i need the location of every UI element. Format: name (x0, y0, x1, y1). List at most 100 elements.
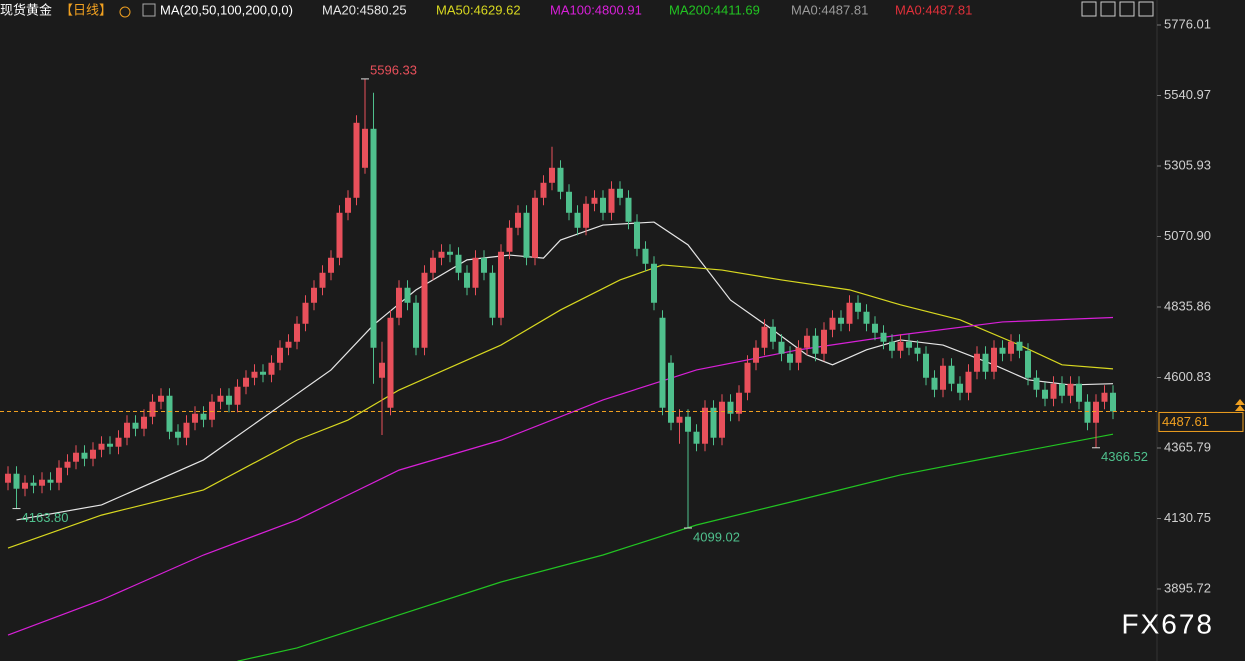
candle-body (804, 335, 810, 348)
candle-body (761, 326, 768, 348)
y-tick-label: 5540.97 (1164, 87, 1211, 102)
candle-body (200, 413, 207, 420)
candle-body (489, 272, 496, 318)
candle-body (931, 377, 938, 390)
tool-button[interactable] (1119, 1, 1135, 17)
candle-body (498, 251, 504, 318)
candle-body (430, 257, 436, 273)
last-price-box (1158, 411, 1244, 432)
legend-entry: MA20:4580.25 (322, 2, 407, 17)
candle-body (30, 482, 37, 486)
candle-body (651, 263, 657, 303)
extreme-label: 5596.33 (370, 62, 417, 77)
candle-body (396, 287, 402, 318)
candle-body (260, 371, 266, 375)
candle-body (642, 248, 649, 264)
candle-body (472, 257, 479, 288)
candle-body (591, 197, 598, 204)
candle-body (1059, 383, 1065, 396)
period: 【日线】 (60, 2, 112, 17)
y-tick-label: 4365.79 (1164, 439, 1211, 454)
candle-body (863, 311, 870, 324)
candle-body (183, 422, 190, 438)
candle-body (770, 326, 776, 342)
y-tick-label: 5305.93 (1164, 157, 1211, 172)
candle-body (285, 341, 292, 348)
chart-title: 现货黄金 (0, 2, 52, 17)
ma-line (237, 433, 1114, 661)
candle-body (872, 323, 878, 333)
candle-body (965, 371, 972, 393)
candle-body (81, 452, 88, 459)
candle-body (141, 416, 147, 429)
legend-entry: MA50:4629.62 (436, 2, 521, 17)
candle-body (209, 401, 215, 420)
candle-body (294, 323, 300, 342)
candle-body (855, 302, 861, 312)
candle-body (226, 395, 232, 405)
candle-body (838, 317, 844, 324)
candle-body (217, 395, 224, 402)
candle-body (999, 347, 1006, 354)
indicator-icon[interactable] (142, 3, 156, 17)
candle-body (693, 431, 700, 444)
last-price-label: 4487.61 (1162, 414, 1209, 429)
candle-body (991, 347, 997, 372)
candle-body (625, 197, 632, 222)
candle-body (1016, 341, 1023, 351)
candle-body (175, 431, 181, 438)
candle-body (753, 347, 759, 363)
candle-body (540, 182, 547, 198)
candle-body (1050, 383, 1057, 399)
candle-body (107, 443, 113, 447)
candle-body (421, 272, 428, 348)
ma-line (16, 221, 1114, 521)
candle-body (447, 251, 453, 255)
candle-body (685, 416, 691, 432)
legend-entry: MA0:4487.81 (895, 2, 972, 17)
tool-button[interactable] (1081, 1, 1097, 17)
candle-body (438, 251, 445, 258)
candle-body (710, 407, 717, 438)
candle-body (56, 467, 62, 483)
indicator: MA(20,50,100,200,0,0) (160, 2, 293, 17)
add-icon[interactable] (119, 6, 131, 18)
candle-body (974, 353, 980, 372)
candle-body (243, 377, 249, 387)
extreme-label: 4366.52 (1101, 449, 1148, 464)
candle-body (353, 122, 360, 198)
candle-body (115, 437, 122, 447)
candle-body (889, 341, 895, 351)
candle-body (379, 362, 385, 378)
y-tick-label: 5070.90 (1164, 228, 1211, 243)
tool-button[interactable] (1100, 1, 1116, 17)
y-tick-label: 3895.72 (1164, 580, 1211, 595)
candle-body (149, 401, 156, 417)
candle-body (481, 257, 487, 273)
price-marker (1235, 399, 1245, 411)
candle-body (506, 227, 513, 252)
candle-body (557, 167, 564, 192)
candle-body (812, 335, 819, 354)
candle-body (608, 188, 615, 213)
candle-body (251, 371, 258, 378)
candle-body (634, 221, 640, 249)
candle-body (719, 401, 725, 438)
candle-body (277, 347, 283, 363)
candle-body (98, 443, 105, 450)
candle-body (744, 362, 751, 393)
candle-body (795, 347, 802, 363)
candle-body (668, 362, 674, 423)
candle-body (727, 401, 734, 414)
tool-button[interactable] (1138, 1, 1154, 17)
candle-body (464, 272, 470, 288)
candle-body (549, 167, 555, 183)
candle-body (1101, 392, 1108, 402)
extreme-label: 4099.02 (693, 529, 740, 544)
candle-body (846, 302, 853, 324)
y-tick-label: 5776.01 (1164, 16, 1211, 31)
candle-body (778, 341, 785, 354)
candle-body (736, 392, 742, 414)
candle-body (957, 383, 963, 393)
candle-body (880, 332, 887, 342)
